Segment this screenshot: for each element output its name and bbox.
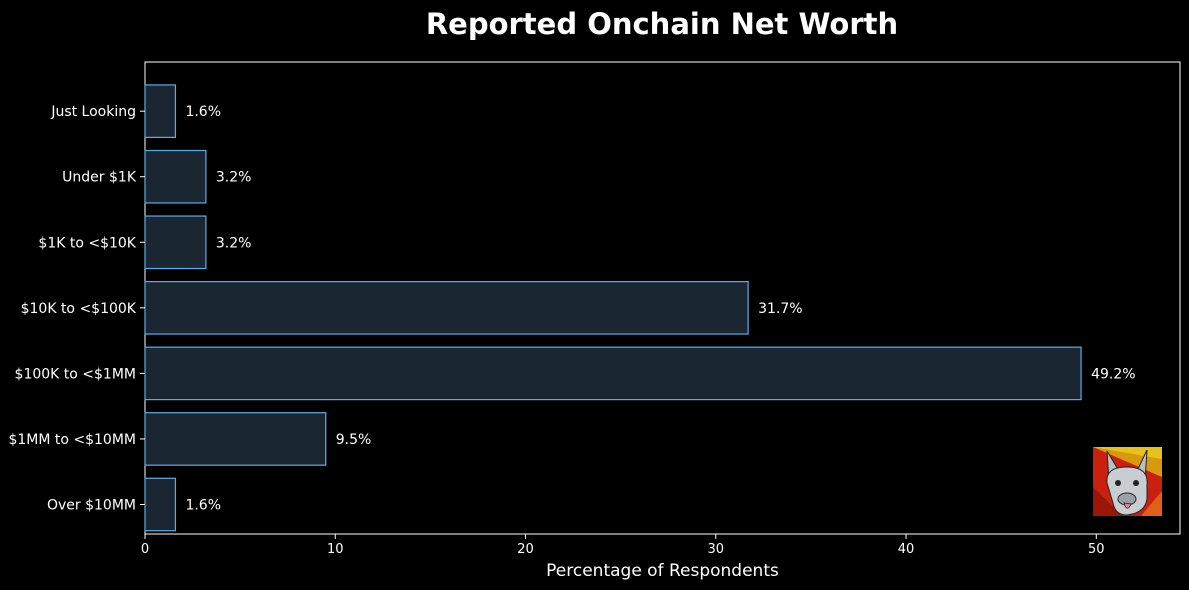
bars-layer: Just Looking 1.6% Under $1K 3.2% $1K to <$10… — [8, 84, 1136, 532]
category-label: Under $1K — [62, 170, 137, 186]
x-axis: 0 10 20 30 40 50 Percentage of Respondents — [141, 534, 1105, 581]
x-tick-label: 10 — [327, 542, 344, 557]
category-label: Just Looking — [50, 104, 136, 120]
category-label: $100K to <$1MM — [15, 366, 136, 382]
bar — [144, 149, 207, 204]
x-tick-label: 50 — [1088, 542, 1105, 557]
value-label: 1.6% — [185, 498, 221, 514]
bar — [144, 346, 1082, 401]
value-label: 31.7% — [758, 301, 802, 317]
value-label: 1.6% — [185, 104, 221, 120]
x-tick-label: 40 — [898, 542, 915, 557]
x-axis-label: Percentage of Respondents — [546, 561, 779, 581]
bar — [144, 215, 207, 270]
category-label: $1MM to <$10MM — [8, 432, 136, 448]
llama-logo — [1093, 447, 1162, 516]
bar — [144, 412, 327, 466]
category-label: $1K to <$10K — [38, 235, 136, 251]
bar — [144, 281, 749, 335]
category-label: $10K to <$100K — [21, 301, 137, 317]
x-tick-label: 0 — [141, 542, 149, 557]
value-label: 3.2% — [216, 170, 252, 186]
x-tick-label: 30 — [707, 542, 724, 557]
x-tick-label: 20 — [517, 542, 534, 557]
value-label: 49.2% — [1091, 366, 1135, 382]
bar — [144, 477, 177, 532]
category-label: Over $10MM — [47, 498, 136, 514]
value-label: 9.5% — [336, 432, 372, 448]
chart-title: Reported Onchain Net Worth — [426, 7, 898, 41]
bar — [144, 84, 177, 138]
value-label: 3.2% — [216, 235, 252, 251]
